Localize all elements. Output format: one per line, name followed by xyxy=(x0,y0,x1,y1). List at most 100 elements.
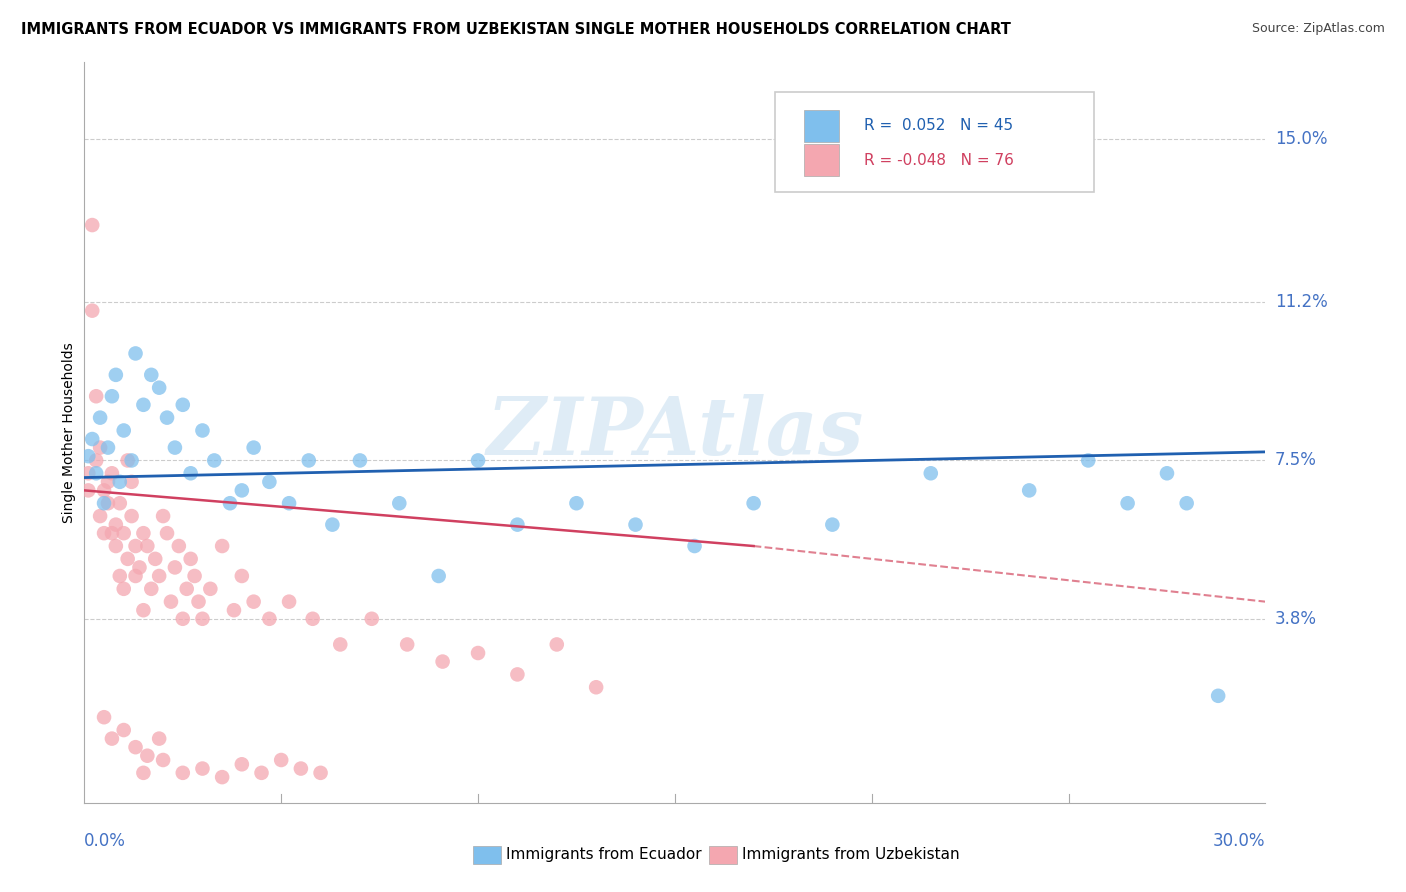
FancyBboxPatch shape xyxy=(775,92,1094,192)
Point xyxy=(321,517,343,532)
Point xyxy=(112,526,135,541)
Point xyxy=(121,475,143,489)
Point xyxy=(132,765,155,780)
Point xyxy=(163,560,186,574)
Point xyxy=(270,753,292,767)
Point xyxy=(141,368,163,382)
Point xyxy=(108,569,131,583)
Point xyxy=(104,539,127,553)
Point xyxy=(84,389,107,403)
Point xyxy=(360,612,382,626)
Point xyxy=(172,612,194,626)
Point xyxy=(259,612,281,626)
Point xyxy=(121,509,143,524)
Text: 30.0%: 30.0% xyxy=(1213,832,1265,850)
Point xyxy=(242,441,264,455)
Point xyxy=(112,424,135,438)
Point xyxy=(202,453,225,467)
Point xyxy=(101,389,124,403)
Point xyxy=(93,526,115,541)
Text: 15.0%: 15.0% xyxy=(1275,130,1327,148)
Point xyxy=(1116,496,1139,510)
Point xyxy=(219,496,242,510)
Y-axis label: Single Mother Households: Single Mother Households xyxy=(62,343,76,523)
Text: R = -0.048   N = 76: R = -0.048 N = 76 xyxy=(863,153,1014,168)
Point xyxy=(112,582,135,596)
Point xyxy=(89,509,111,524)
Point xyxy=(565,496,588,510)
Point xyxy=(231,569,253,583)
Point xyxy=(1077,453,1099,467)
Point xyxy=(117,453,139,467)
Point xyxy=(89,410,111,425)
Text: Immigrants from Ecuador: Immigrants from Ecuador xyxy=(506,847,702,863)
Text: 11.2%: 11.2% xyxy=(1275,293,1327,311)
Point xyxy=(148,381,170,395)
Point xyxy=(211,539,233,553)
Point xyxy=(920,467,942,481)
Text: Source: ZipAtlas.com: Source: ZipAtlas.com xyxy=(1251,22,1385,36)
Point xyxy=(156,410,179,425)
Point xyxy=(160,595,183,609)
Point xyxy=(349,453,371,467)
Point xyxy=(1018,483,1040,498)
Point xyxy=(242,595,264,609)
FancyBboxPatch shape xyxy=(804,144,839,177)
Point xyxy=(97,441,120,455)
Point xyxy=(82,218,104,232)
Point xyxy=(124,740,146,755)
Point xyxy=(821,517,844,532)
Point xyxy=(152,509,174,524)
Point xyxy=(117,552,139,566)
Point xyxy=(176,582,198,596)
Point xyxy=(136,539,159,553)
Point xyxy=(101,731,124,746)
Point xyxy=(180,467,202,481)
Point xyxy=(1156,467,1178,481)
Point xyxy=(93,710,115,724)
Point xyxy=(467,646,489,660)
Text: 7.5%: 7.5% xyxy=(1275,451,1317,469)
Point xyxy=(172,398,194,412)
Point xyxy=(546,637,568,651)
Point xyxy=(191,762,214,776)
Text: 3.8%: 3.8% xyxy=(1275,610,1317,628)
Point xyxy=(298,453,321,467)
Point xyxy=(278,595,301,609)
Point xyxy=(104,368,127,382)
Point xyxy=(108,496,131,510)
Point xyxy=(143,552,166,566)
Point xyxy=(183,569,205,583)
Text: IMMIGRANTS FROM ECUADOR VS IMMIGRANTS FROM UZBEKISTAN SINGLE MOTHER HOUSEHOLDS C: IMMIGRANTS FROM ECUADOR VS IMMIGRANTS FR… xyxy=(21,22,1011,37)
Point xyxy=(124,569,146,583)
Point xyxy=(191,424,214,438)
Point xyxy=(290,762,312,776)
Point xyxy=(77,467,100,481)
Point xyxy=(742,496,765,510)
Point xyxy=(259,475,281,489)
Point xyxy=(388,496,411,510)
Point xyxy=(141,582,163,596)
Point xyxy=(329,637,352,651)
Point xyxy=(309,765,332,780)
Point xyxy=(82,303,104,318)
Text: Immigrants from Uzbekistan: Immigrants from Uzbekistan xyxy=(742,847,960,863)
Point xyxy=(506,667,529,681)
Point xyxy=(148,569,170,583)
Point xyxy=(82,432,104,446)
Point xyxy=(108,475,131,489)
Point xyxy=(77,483,100,498)
Point xyxy=(128,560,150,574)
Point xyxy=(121,453,143,467)
Point xyxy=(84,467,107,481)
Point xyxy=(585,680,607,694)
Point xyxy=(97,475,120,489)
Point xyxy=(231,757,253,772)
Point xyxy=(624,517,647,532)
Point xyxy=(1175,496,1198,510)
Point xyxy=(172,765,194,780)
Point xyxy=(104,517,127,532)
Point xyxy=(132,603,155,617)
Point xyxy=(163,441,186,455)
Point xyxy=(180,552,202,566)
